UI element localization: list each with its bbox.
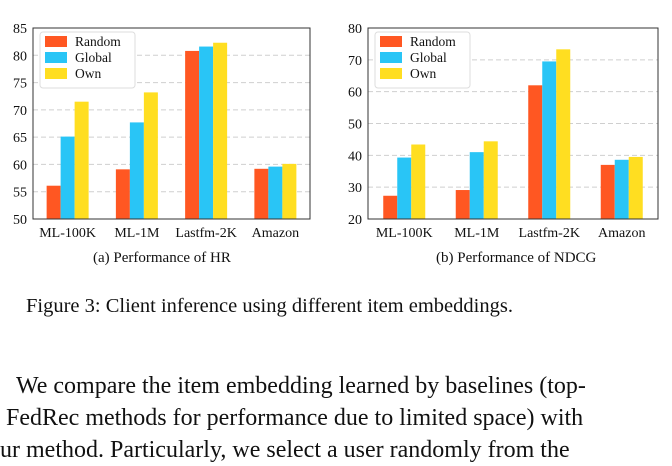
bar-global: [469, 152, 484, 219]
legend-label: Own: [75, 66, 101, 81]
bar-own: [74, 101, 89, 219]
paragraph-line: ur method. Particularly, we select a use…: [0, 437, 570, 463]
bar-random: [383, 195, 398, 219]
bar-global: [268, 166, 283, 219]
x-tick-label: Lastfm-2K: [175, 226, 236, 241]
x-tick-label: ML-1M: [114, 226, 160, 241]
hr-bar-chart: 50 55 60 65 70 75 80 85 ML-100K ML-1M Lastfm-2K Ama…: [13, 22, 311, 241]
y-tick-label: 70: [13, 104, 27, 119]
y-tick-label: 60: [348, 86, 362, 101]
legend-swatch-random: [45, 36, 67, 47]
x-tick-label: Amazon: [252, 226, 299, 241]
bar-global: [397, 157, 412, 219]
legend-label: Random: [410, 34, 456, 49]
y-tick-label: 80: [348, 22, 362, 37]
bar-own: [483, 141, 498, 219]
y-tick-label: 30: [348, 181, 362, 196]
y-tick-label: 20: [348, 213, 362, 228]
x-tick-label: ML-100K: [39, 226, 96, 241]
bar-random: [46, 185, 61, 219]
legend-swatch-random: [380, 36, 402, 47]
bar-own: [628, 156, 643, 219]
plot-frame: [32, 27, 311, 220]
bar-own: [411, 144, 426, 219]
subcaption-hr: (a) Performance of HR: [93, 250, 231, 266]
legend-swatch-own: [45, 68, 67, 79]
y-tick-label: 65: [13, 131, 27, 146]
bar-random: [528, 85, 543, 219]
y-tick-label: 80: [13, 49, 27, 64]
bar-global: [614, 159, 629, 219]
bar-global: [129, 122, 144, 219]
bar-random: [600, 164, 615, 219]
legend-label: Global: [410, 50, 447, 65]
bar-global: [199, 46, 214, 219]
bar-random: [185, 50, 200, 219]
y-tick-label: 60: [13, 158, 27, 173]
legend-label: Global: [75, 50, 112, 65]
y-tick-label: 40: [348, 149, 362, 164]
y-tick-label: 50: [348, 118, 362, 133]
paragraph-line: FedRec methods for performance due to li…: [6, 405, 584, 431]
legend-swatch-own: [380, 68, 402, 79]
x-tick-label: ML-1M: [454, 226, 500, 241]
bar-global: [60, 136, 75, 219]
y-tick-label: 85: [13, 22, 27, 37]
paragraph-line: We compare the item embedding learned by…: [16, 373, 586, 399]
y-tick-label: 55: [13, 186, 27, 201]
legend-swatch-global: [45, 52, 67, 63]
bar-random: [254, 168, 269, 219]
legend-label: Own: [410, 66, 436, 81]
bar-random: [455, 190, 470, 219]
body-paragraph: We compare the item embedding learned by…: [0, 370, 672, 466]
figure-caption: Figure 3: Client inference using differe…: [26, 295, 513, 317]
y-tick-label: 50: [13, 213, 27, 228]
x-tick-label: Lastfm-2K: [519, 226, 580, 241]
legend-label: Random: [75, 34, 121, 49]
bar-own: [213, 42, 228, 220]
y-tick-label: 70: [348, 54, 362, 69]
x-tick-label: Amazon: [598, 226, 645, 241]
bar-own: [282, 163, 297, 219]
bar-global: [542, 61, 557, 219]
subcaption-ndcg: (b) Performance of NDCG: [436, 250, 597, 266]
ndcg-bar-chart: 20 30 40 50 60 70 80 ML-100K ML-1M Lastfm-2K Amazo…: [348, 22, 659, 241]
y-tick-label: 75: [13, 77, 27, 92]
bar-own: [556, 49, 571, 219]
bar-random: [115, 169, 130, 219]
plot-frame: [367, 27, 659, 220]
x-tick-label: ML-100K: [376, 226, 433, 241]
legend-swatch-global: [380, 52, 402, 63]
bar-own: [143, 92, 158, 219]
